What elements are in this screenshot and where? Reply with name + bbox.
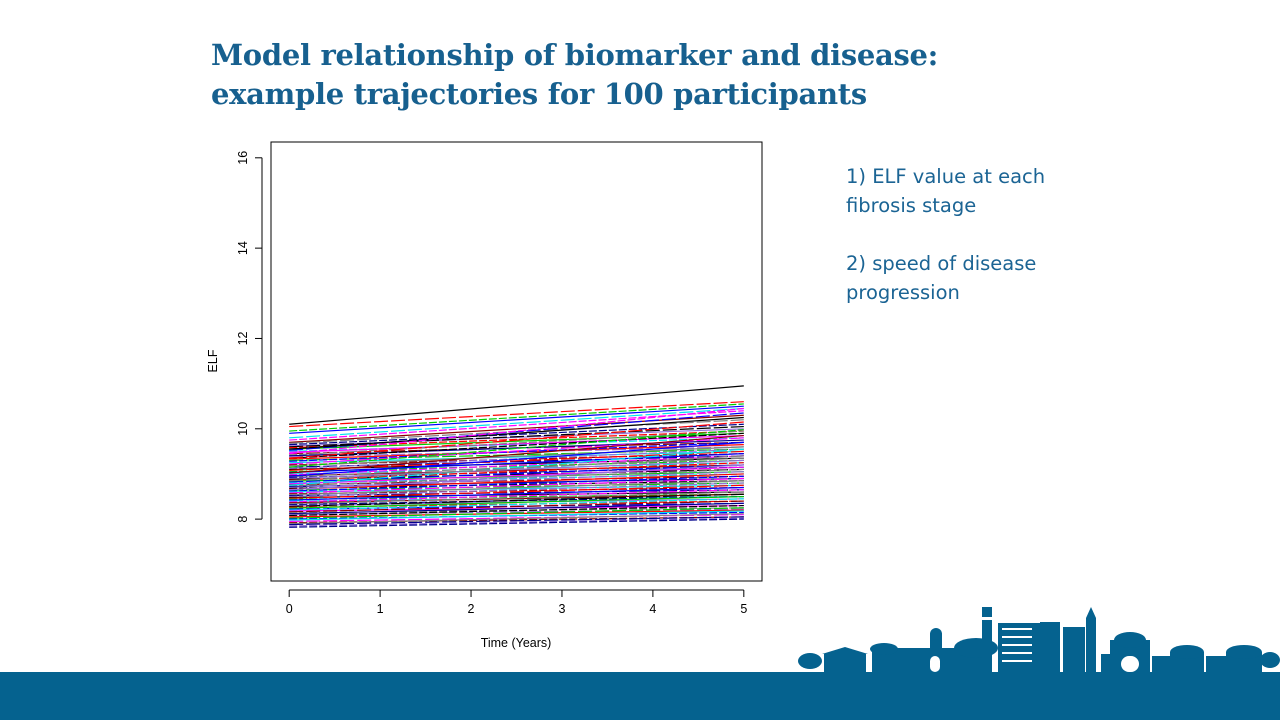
trajectory-line <box>289 421 744 459</box>
trajectory-line <box>289 480 744 496</box>
trajectory-line <box>289 455 744 476</box>
title-line-1: Model relationship of biomarker and dise… <box>211 38 939 72</box>
y-axis-label: ELF <box>206 349 220 372</box>
x-tick-label: 1 <box>377 602 384 616</box>
trajectory-line <box>289 475 744 492</box>
trajectory-line <box>289 517 744 527</box>
trajectory-line <box>289 507 744 519</box>
plot-frame <box>270 141 763 582</box>
trajectory-line <box>289 471 744 489</box>
x-tick-label: 3 <box>558 602 565 616</box>
x-tick-label: 5 <box>740 602 747 616</box>
trajectory-line <box>289 500 744 513</box>
trajectory-line <box>289 486 744 501</box>
note-1: 1) ELF value at each fibrosis stage <box>846 165 1046 217</box>
trajectory-line <box>289 430 744 449</box>
trajectory-line <box>289 484 744 499</box>
trajectory-line <box>289 423 744 446</box>
trajectory-line <box>289 407 744 455</box>
trajectory-line <box>289 434 744 453</box>
trajectory-line <box>289 407 744 439</box>
x-axis-label: Time (Years) <box>481 636 552 650</box>
footer-bar <box>0 672 1280 720</box>
trajectory-line <box>289 495 744 509</box>
trajectory-line <box>289 502 744 515</box>
trajectory-line <box>289 477 744 494</box>
trajectory-line <box>289 401 744 428</box>
y-tick-label: 16 <box>236 151 250 165</box>
trajectory-line <box>289 466 744 485</box>
trajectory-line <box>289 462 744 481</box>
trajectory-line <box>289 516 744 526</box>
title-line-2: example trajectories for 100 participant… <box>211 77 867 111</box>
x-tick-label: 0 <box>286 602 293 616</box>
trajectory-line <box>289 403 744 432</box>
trajectory-line <box>289 416 744 450</box>
trajectory-line <box>289 464 744 491</box>
x-axis: 0 1 2 3 4 5 <box>286 589 747 616</box>
trajectory-line <box>289 493 744 508</box>
trajectory-line <box>289 491 744 505</box>
trajectory-lines <box>289 385 744 528</box>
trajectory-line <box>289 489 744 503</box>
trajectory-line <box>289 482 744 498</box>
trajectory-line <box>289 446 744 467</box>
trajectory-line <box>289 430 744 456</box>
trajectory-line <box>289 453 744 474</box>
trajectory-line <box>289 405 744 434</box>
trajectory-line <box>289 513 744 525</box>
trajectory-line <box>289 432 744 459</box>
trajectory-line <box>289 410 744 441</box>
y-tick-label: 10 <box>236 422 250 436</box>
x-tick-label: 2 <box>468 602 475 616</box>
trajectory-line <box>289 459 744 480</box>
y-tick-label: 14 <box>236 241 250 255</box>
trajectory-line <box>289 441 744 462</box>
trajectory-line <box>289 434 744 474</box>
trajectory-line <box>289 510 744 521</box>
y-tick-label: 8 <box>236 516 250 523</box>
slide-title: Model relationship of biomarker and dise… <box>211 36 938 114</box>
trajectory-line <box>289 455 744 482</box>
trajectory-line <box>289 441 744 477</box>
y-tick-label: 12 <box>236 331 250 345</box>
trajectory-line <box>289 473 744 490</box>
trajectory-line <box>289 429 744 468</box>
trajectory-line <box>289 504 744 517</box>
trajectory-line <box>289 448 744 486</box>
trajectory-line <box>289 385 744 425</box>
x-tick-label: 4 <box>649 602 656 616</box>
trajectory-line <box>289 518 744 528</box>
city-skyline-logo <box>798 607 1280 672</box>
notes: 1) ELF value at each fibrosis stage 2) s… <box>846 162 1086 336</box>
y-axis: 8 10 12 14 16 <box>236 151 263 523</box>
note-2: 2) speed of disease progression <box>846 252 1037 304</box>
trajectory-line <box>289 498 744 511</box>
